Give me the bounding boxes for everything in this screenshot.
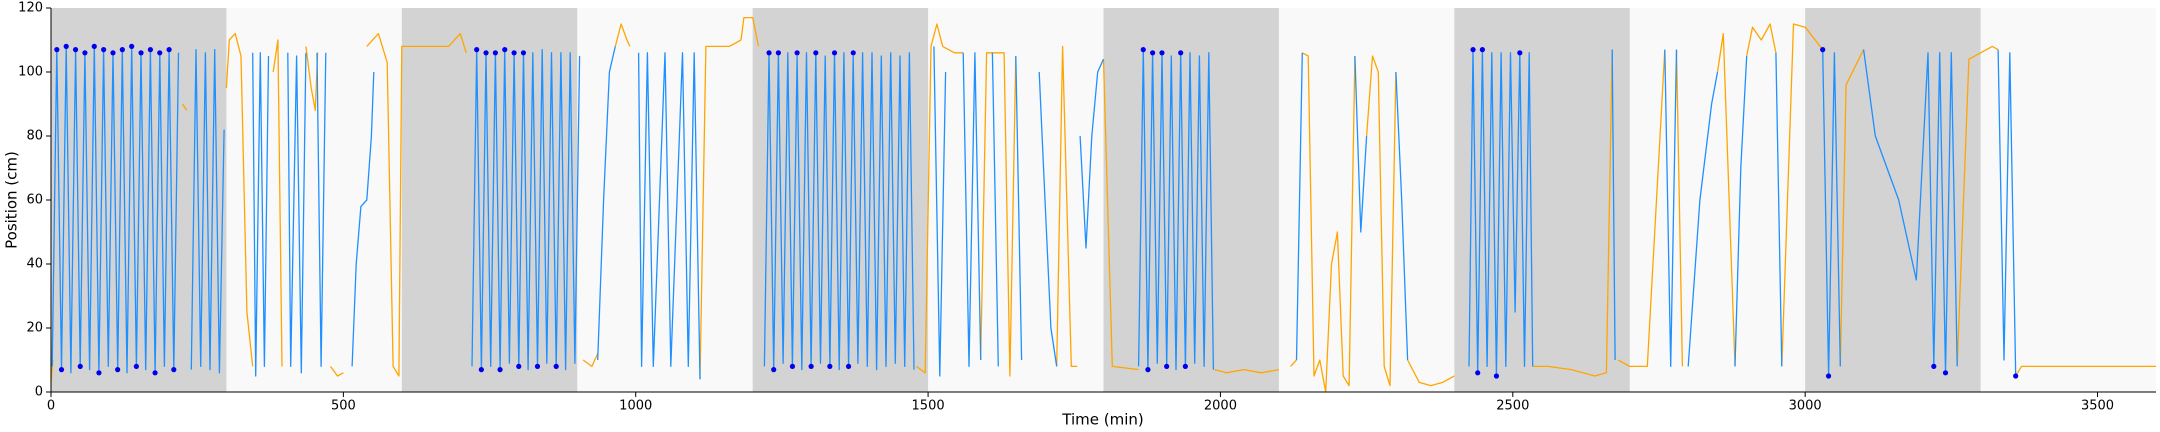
x-tick-label: 3500 — [2081, 399, 2114, 414]
reward-marker — [1150, 50, 1156, 56]
reward-marker — [58, 367, 65, 373]
x-tick-label: 2000 — [1204, 399, 1237, 414]
reward-marker — [1820, 47, 1826, 53]
reward-marker — [1140, 47, 1146, 53]
reward-marker — [1479, 47, 1485, 53]
reward-marker — [1178, 50, 1184, 56]
reward-marker — [845, 363, 852, 369]
y-tick-label: 120 — [18, 1, 43, 16]
x-tick-label: 1500 — [912, 399, 945, 414]
reward-marker — [483, 50, 489, 56]
reward-marker — [129, 43, 135, 50]
reward-marker — [766, 50, 772, 56]
reward-marker — [54, 47, 60, 53]
y-axis-label: Position (cm) — [3, 151, 21, 249]
reward-marker — [157, 50, 163, 56]
x-tick-label: 0 — [47, 399, 55, 414]
reward-marker — [152, 370, 158, 376]
plot-area — [50, 16, 2156, 393]
shaded-region — [1103, 8, 1279, 392]
x-tick-label: 500 — [331, 399, 356, 414]
reward-marker — [1145, 367, 1151, 373]
reward-marker — [775, 50, 781, 56]
reward-marker — [1942, 370, 1949, 376]
reward-marker — [813, 50, 819, 56]
position-line — [50, 16, 2156, 393]
reward-marker — [534, 363, 541, 369]
reward-marker — [478, 367, 484, 373]
reward-marker — [77, 363, 83, 369]
reward-marker — [91, 43, 97, 50]
reward-marker — [147, 47, 154, 53]
reward-marker — [808, 363, 814, 369]
x-tick-label: 2500 — [1496, 399, 1529, 414]
x-tick-label: 1000 — [619, 399, 652, 414]
reward-marker — [502, 47, 508, 53]
reward-marker — [96, 370, 102, 376]
reward-marker — [72, 47, 79, 53]
reward-marker — [2013, 373, 2019, 379]
y-tick-label: 60 — [26, 193, 43, 208]
reward-marker — [119, 47, 125, 53]
reward-marker — [794, 50, 800, 56]
y-tick-label: 80 — [26, 129, 43, 144]
reward-marker — [497, 367, 503, 373]
reward-marker — [1825, 373, 1832, 379]
y-tick-label: 20 — [26, 321, 43, 336]
y-tick-label: 0 — [35, 385, 43, 400]
reward-marker — [171, 367, 177, 373]
reward-marker — [138, 50, 144, 56]
reward-marker — [516, 363, 522, 369]
reward-marker — [1182, 363, 1188, 369]
reward-marker — [520, 50, 527, 56]
reward-marker — [1164, 363, 1170, 369]
reward-marker — [110, 50, 116, 56]
y-tick-label: 100 — [18, 65, 43, 80]
reward-marker — [63, 43, 69, 50]
reward-marker — [474, 47, 480, 53]
reward-marker — [82, 50, 88, 56]
reward-marker — [101, 47, 107, 53]
reward-marker — [166, 47, 172, 53]
reward-marker — [850, 50, 856, 56]
reward-marker — [1475, 370, 1481, 376]
reward-marker — [831, 50, 838, 56]
reward-marker — [553, 363, 559, 369]
reward-marker — [1517, 50, 1523, 56]
reward-marker — [771, 367, 777, 373]
reward-marker — [789, 363, 796, 369]
y-tick-label: 40 — [26, 257, 43, 272]
reward-marker — [1931, 363, 1937, 369]
x-axis-label: Time (min) — [1061, 411, 1143, 429]
reward-marker — [511, 50, 517, 56]
reward-marker — [1470, 47, 1476, 53]
reward-marker — [827, 363, 833, 369]
reward-marker — [133, 363, 139, 369]
position-line — [51, 45, 2017, 380]
reward-marker — [1159, 50, 1165, 56]
reward-marker — [115, 367, 121, 373]
x-tick-label: 3000 — [1789, 399, 1822, 414]
reward-marker — [492, 50, 498, 56]
shaded-region — [1454, 8, 1630, 392]
reward-marker — [1493, 373, 1500, 379]
